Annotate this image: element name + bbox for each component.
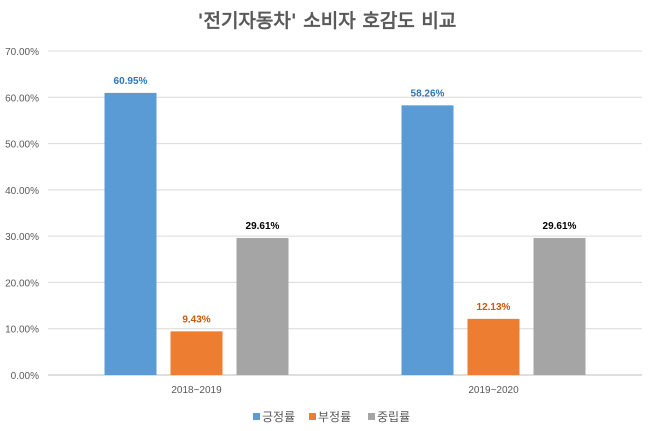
- data-label: 9.43%: [182, 314, 210, 325]
- data-label: 12.13%: [477, 302, 511, 313]
- y-tick-label: 0.00%: [11, 371, 39, 382]
- data-label: 60.95%: [114, 76, 148, 87]
- x-tick-label: 2018~2019: [171, 385, 222, 396]
- y-tick-label: 50.00%: [5, 140, 39, 151]
- y-tick-label: 30.00%: [5, 232, 39, 243]
- y-axis-ticks: 0.00% 10.00% 20.00% 30.00% 40.00% 50.00% 60.00…: [5, 47, 39, 382]
- legend-swatch: [309, 413, 316, 420]
- y-tick-label: 40.00%: [5, 186, 39, 197]
- x-tick-label: 2019~2020: [468, 385, 519, 396]
- data-label: 58.26%: [411, 88, 445, 99]
- legend-label: 중립률: [377, 410, 410, 424]
- bar-중립률-2019~2020: [533, 237, 586, 375]
- legend-label: 긍정률: [262, 410, 295, 424]
- y-tick-label: 10.00%: [5, 325, 39, 336]
- bar-긍정률-2018~2019: [104, 92, 157, 375]
- y-tick-label: 60.00%: [5, 93, 39, 104]
- legend-swatch: [368, 413, 375, 420]
- chart-title: '전기자동차' 소비자 호감도 비교: [198, 10, 457, 32]
- legend: 긍정률 부정률 중립률: [253, 410, 410, 424]
- bars: 60.95% 9.43% 29.61% 58.26% 12.13% 29.61%: [104, 76, 586, 376]
- bar-부정률-2019~2020: [467, 318, 520, 375]
- bar-부정률-2018~2019: [170, 331, 223, 375]
- data-label: 29.61%: [543, 221, 577, 232]
- x-axis-ticks: 2018~2019 2019~2020: [171, 385, 519, 396]
- y-tick-label: 20.00%: [5, 278, 39, 289]
- data-label: 29.61%: [246, 221, 280, 232]
- legend-swatch: [253, 413, 260, 420]
- bar-중립률-2018~2019: [236, 237, 289, 375]
- bar-긍정률-2019~2020: [401, 105, 454, 376]
- y-tick-label: 70.00%: [5, 47, 39, 58]
- legend-label: 부정률: [318, 410, 351, 424]
